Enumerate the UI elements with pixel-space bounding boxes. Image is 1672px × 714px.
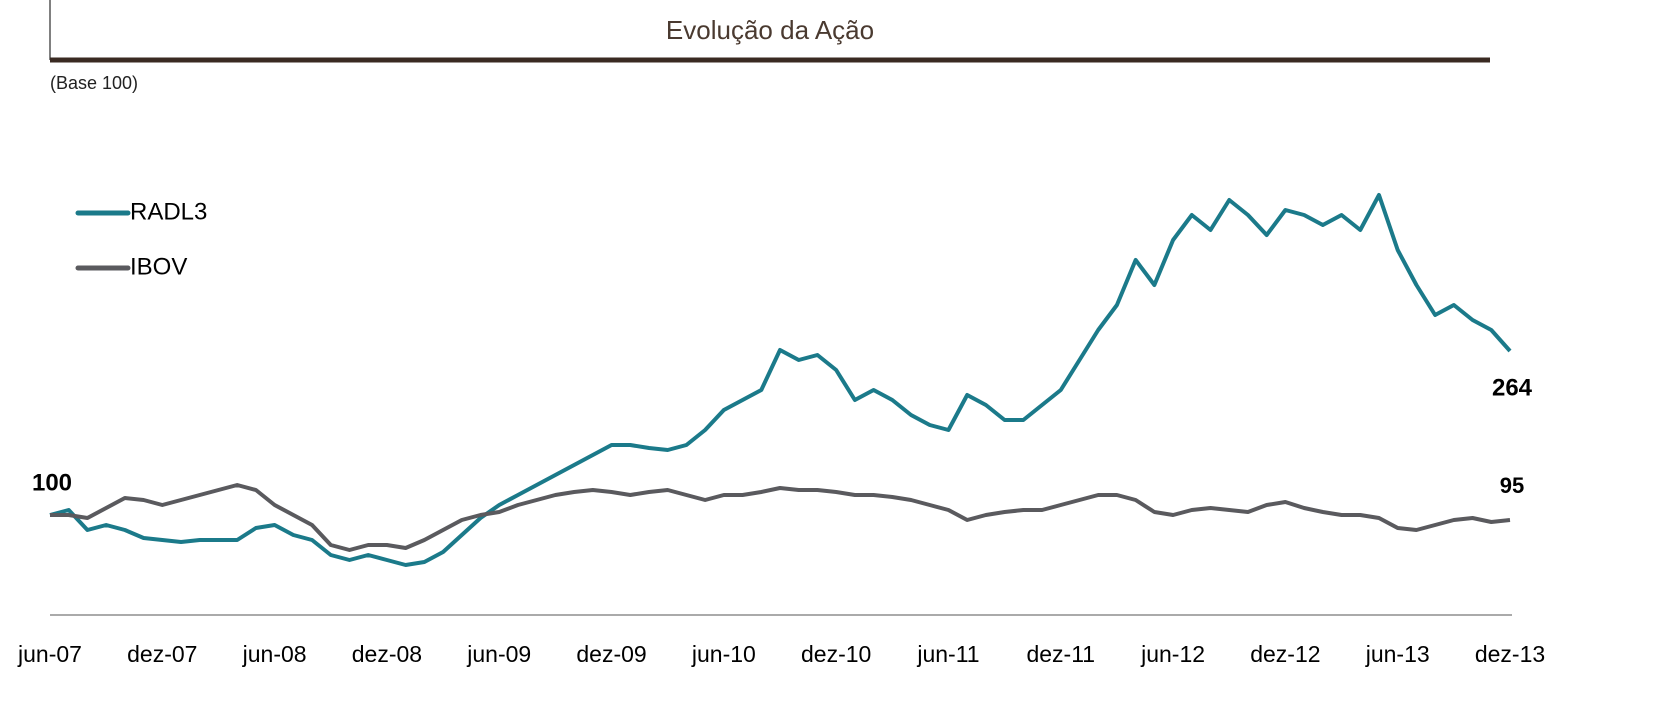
- x-tick-label: jun-13: [1365, 641, 1430, 667]
- legend-label: RADL3: [130, 198, 207, 225]
- x-tick-label: dez-09: [576, 641, 646, 667]
- x-tick-label: jun-07: [17, 641, 82, 667]
- x-tick-label: dez-12: [1250, 641, 1320, 667]
- end-label: 95: [1500, 473, 1524, 498]
- x-tick-label: jun-12: [1140, 641, 1205, 667]
- x-tick-label: jun-11: [916, 641, 979, 667]
- end-label: 264: [1492, 374, 1533, 401]
- series-line: [49, 193, 1512, 567]
- chart-subtitle: (Base 100): [50, 73, 138, 93]
- start-label: 100: [32, 469, 72, 496]
- x-tick-label: jun-10: [691, 641, 756, 667]
- chart-title: Evolução da Ação: [666, 15, 874, 45]
- x-tick-label: jun-08: [242, 641, 307, 667]
- x-tick-label: dez-10: [801, 641, 871, 667]
- x-tick-label: dez-07: [127, 641, 197, 667]
- x-tick-label: dez-08: [352, 641, 422, 667]
- x-tick-label: dez-11: [1026, 641, 1095, 667]
- x-tick-label: jun-09: [466, 641, 531, 667]
- series-line: [50, 483, 1511, 552]
- x-tick-label: dez-13: [1475, 641, 1545, 667]
- legend-label: IBOV: [130, 253, 187, 280]
